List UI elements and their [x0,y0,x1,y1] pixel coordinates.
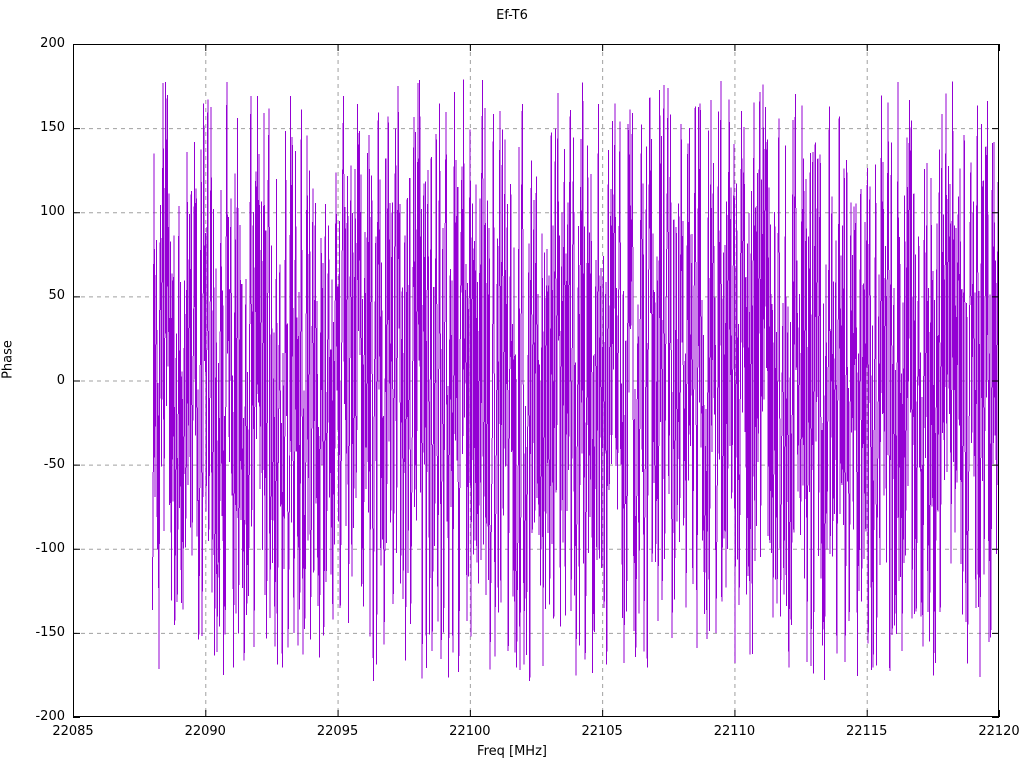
chart-title: Ef-T6 [496,8,528,23]
x-tick-label: 22120 [978,724,1020,739]
x-tick-label: 22095 [316,724,359,739]
x-tick-label: 22115 [846,724,888,739]
x-tick-label: 22110 [713,724,756,739]
y-tick-label: 150 [40,120,65,136]
y-tick-label: 50 [48,288,65,304]
data-line-phase [151,79,999,681]
plot-border [73,44,999,717]
y-tick-label: -150 [35,624,65,640]
x-tick-label: 22100 [449,724,491,739]
y-tick-label: 200 [40,36,65,51]
y-tick-label: -50 [43,456,65,472]
y-tick-label: 0 [56,372,65,388]
y-tick-label: 100 [40,204,65,220]
data-series-phase [151,79,999,681]
x-axis-label: Freq [MHz] [477,744,547,759]
y-tick-label: -200 [35,709,65,724]
x-tick-label: 22105 [581,724,623,739]
x-tick-label: 22090 [184,724,226,739]
x-tick-label: 22085 [52,724,94,739]
y-tick-label: -100 [35,540,65,556]
